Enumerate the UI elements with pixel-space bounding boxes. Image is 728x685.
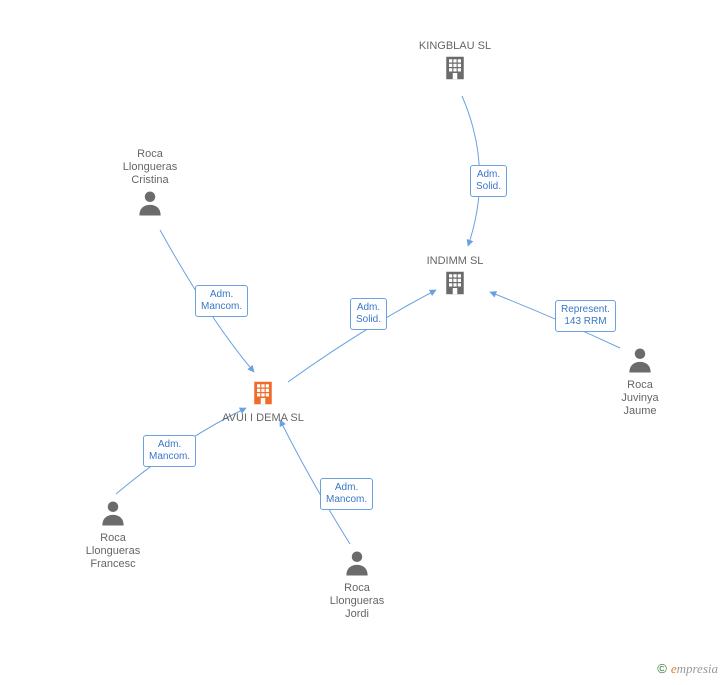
brand-rest: mpresia — [677, 661, 718, 676]
building-icon — [248, 378, 278, 408]
person-icon — [342, 548, 372, 578]
node-francesc[interactable]: RocaLlonguerasFrancesc — [68, 498, 158, 572]
node-label: INDIMM SL — [410, 255, 500, 268]
node-avui[interactable]: AVUI I DEMA SL — [218, 378, 308, 425]
edge-label: Adm.Solid. — [350, 298, 387, 330]
copyright-symbol: © — [657, 661, 667, 676]
edge-label: Represent.143 RRM — [555, 300, 616, 332]
node-kingblau[interactable]: KINGBLAU SL — [410, 40, 500, 87]
watermark: ©empresia — [657, 661, 718, 677]
node-cristina[interactable]: RocaLlonguerasCristina — [105, 148, 195, 222]
person-icon — [135, 188, 165, 218]
diagram-canvas: KINGBLAU SL INDIMM SL AVUI — [0, 0, 728, 685]
node-label: RocaLlonguerasJordi — [312, 582, 402, 622]
node-label: RocaJuvinyaJaume — [595, 379, 685, 419]
person-icon — [625, 345, 655, 375]
node-label: AVUI I DEMA SL — [218, 412, 308, 425]
building-icon — [440, 53, 470, 83]
edge-label: Adm.Mancom. — [320, 478, 373, 510]
edge-label: Adm.Mancom. — [143, 435, 196, 467]
node-label: KINGBLAU SL — [410, 40, 500, 53]
node-jordi[interactable]: RocaLlonguerasJordi — [312, 548, 402, 622]
node-jaume[interactable]: RocaJuvinyaJaume — [595, 345, 685, 419]
building-icon — [440, 268, 470, 298]
person-icon — [98, 498, 128, 528]
node-label: RocaLlonguerasFrancesc — [68, 532, 158, 572]
edge-label: Adm.Solid. — [470, 165, 507, 197]
node-indimm[interactable]: INDIMM SL — [410, 255, 500, 302]
edge-label: Adm.Mancom. — [195, 285, 248, 317]
node-label: RocaLlonguerasCristina — [105, 148, 195, 188]
